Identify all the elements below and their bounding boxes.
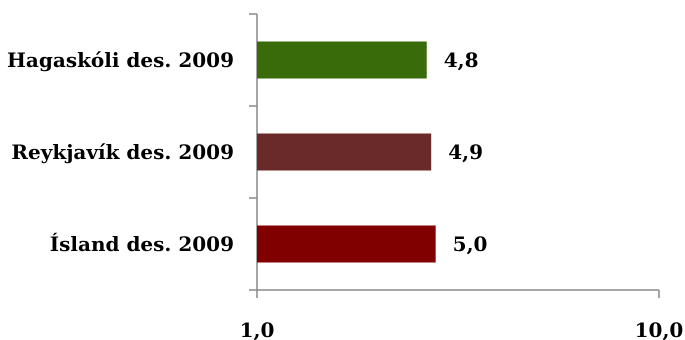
data-label: 5,0 [453, 232, 488, 256]
data-label: 4,9 [448, 140, 483, 164]
bar [257, 41, 427, 79]
x-tick-label-min: 1,0 [240, 318, 275, 340]
category-label: Ísland des. 2009 [50, 232, 234, 256]
category-label: Hagaskóli des. 2009 [7, 48, 234, 72]
data-label: 4,8 [444, 48, 479, 72]
bar [257, 133, 432, 171]
category-label: Reykjavík des. 2009 [11, 140, 234, 164]
x-tick-label-max: 10,0 [635, 318, 684, 340]
bar [257, 225, 436, 263]
